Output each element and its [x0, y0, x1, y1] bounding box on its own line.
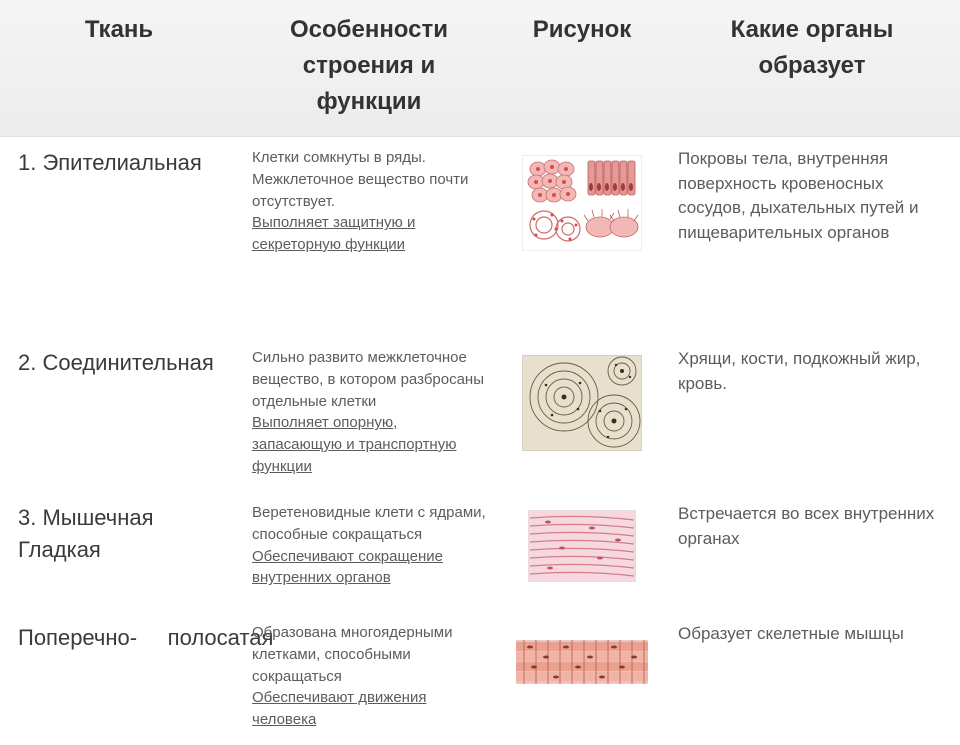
tissue-table: Ткань Особенности строения и функции Рис…: [0, 0, 960, 745]
tissue-name: 3. Мышечная Гладкая: [0, 492, 238, 612]
tissue-features: Сильно развито межклеточное вещество, в …: [238, 337, 500, 492]
tissue-organs: Покровы тела, внутренняя поверхность кро…: [664, 137, 960, 337]
features-function: Обеспечивают движения человека: [252, 689, 426, 728]
connective-icon: [522, 355, 642, 451]
features-function: Обеспечивают сокращение внутренних орган…: [252, 548, 443, 587]
tissue-image-cell: [500, 137, 664, 337]
tissue-image-cell: [500, 337, 664, 492]
header-organs: Какие органы образует: [664, 0, 960, 137]
features-text: Сильно развито межклеточное вещество, в …: [252, 349, 484, 410]
tissue-name: 2. Соединительная: [0, 337, 238, 492]
tissue-organs: Образует скелетные мышцы: [664, 612, 960, 745]
tissue-features: Веретеновидные клети с ядрами, способные…: [238, 492, 500, 612]
tissue-name: 1. Эпителиальная: [0, 137, 238, 337]
header-tissue: Ткань: [0, 0, 238, 137]
smooth-muscle-icon: [528, 510, 636, 582]
epithelial-icon: [522, 155, 642, 251]
features-text: Веретеновидные клети с ядрами, способные…: [252, 504, 486, 543]
tissue-features: Образована многоядерными клетками, спосо…: [238, 612, 500, 745]
striated-muscle-icon: [516, 640, 648, 684]
tissue-organs: Хрящи, кости, подкожный жир, кровь.: [664, 337, 960, 492]
features-text: Образована многоядерными клетками, спосо…: [252, 624, 453, 685]
header-image: Рисунок: [500, 0, 664, 137]
header-features: Особенности строения и функции: [238, 0, 500, 137]
tissue-features: Клетки сомкнуты в ряды. Межклеточное вещ…: [238, 137, 500, 337]
tissue-organs: Встречается во всех внутренних органах: [664, 492, 960, 612]
tissue-image-cell: [500, 612, 664, 745]
features-function: Выполняет опорную, запасающую и транспор…: [252, 414, 456, 475]
tissue-image-cell: [500, 492, 664, 612]
features-text: Клетки сомкнуты в ряды. Межклеточное вещ…: [252, 149, 468, 210]
tissue-name: Поперечно- полосатая: [0, 612, 238, 745]
features-function: Выполняет защитную и секреторную функции: [252, 214, 415, 253]
